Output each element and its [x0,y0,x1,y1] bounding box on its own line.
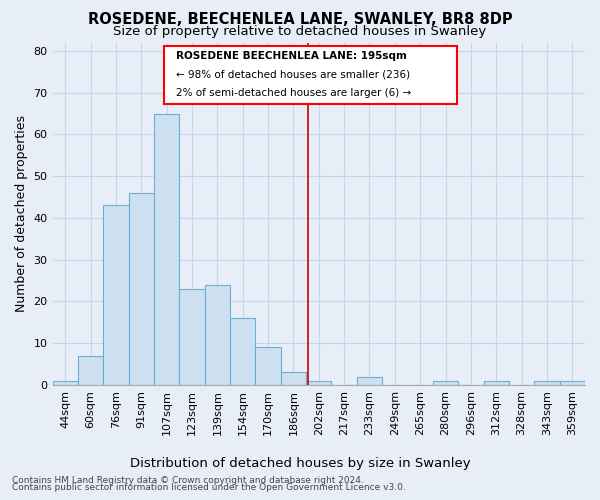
Text: ROSEDENE, BEECHENLEA LANE, SWANLEY, BR8 8DP: ROSEDENE, BEECHENLEA LANE, SWANLEY, BR8 … [88,12,512,28]
Bar [560,381,585,385]
Text: Size of property relative to detached houses in Swanley: Size of property relative to detached ho… [113,25,487,38]
Text: Contains HM Land Registry data © Crown copyright and database right 2024.: Contains HM Land Registry data © Crown c… [12,476,364,485]
Bar [306,381,331,385]
Bar [534,381,560,385]
Bar [179,289,205,385]
Text: Distribution of detached houses by size in Swanley: Distribution of detached houses by size … [130,458,470,470]
Bar [357,376,382,385]
Bar [53,381,78,385]
Bar [433,381,458,385]
Text: Contains public sector information licensed under the Open Government Licence v3: Contains public sector information licen… [12,484,406,492]
Bar [128,193,154,385]
Bar [78,356,103,385]
Bar [205,285,230,385]
Bar [281,372,306,385]
Y-axis label: Number of detached properties: Number of detached properties [15,116,28,312]
Bar [103,206,128,385]
Bar [484,381,509,385]
Bar [256,348,281,385]
Bar [230,318,256,385]
Bar [154,114,179,385]
